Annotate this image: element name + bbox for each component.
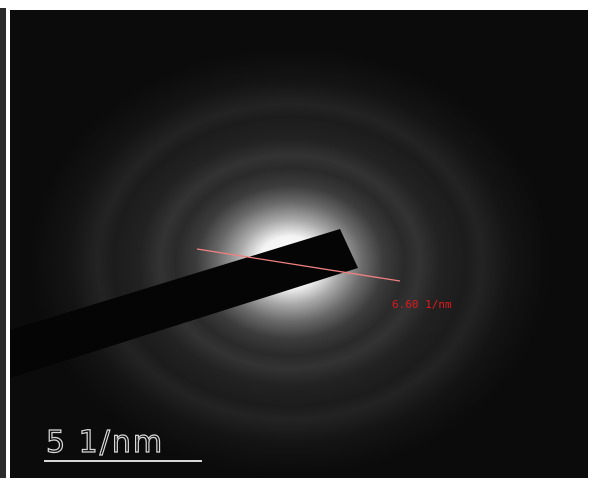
measurement-line	[196, 248, 401, 282]
beam-stopper	[10, 229, 358, 378]
measurement-label: 6.60 1/nm	[392, 298, 452, 311]
scale-bar-label: 5 1/nm	[46, 425, 164, 460]
left-strip	[0, 8, 6, 478]
